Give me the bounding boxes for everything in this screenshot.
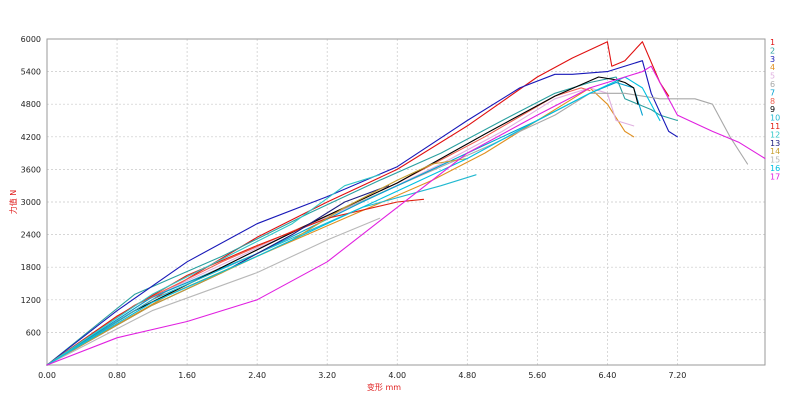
x-axis-label: 变形 mm — [367, 382, 401, 392]
series-line-12 — [46, 174, 381, 366]
x-tick-label: 5.60 — [528, 371, 546, 380]
x-tick-label: 4.00 — [388, 371, 406, 380]
legend-entry-8: 8 — [770, 97, 775, 106]
series-lines — [46, 41, 766, 366]
y-tick-label: 1200 — [21, 296, 41, 305]
x-tick-label: 6.40 — [598, 371, 616, 380]
y-tick-label: 3000 — [21, 198, 41, 207]
y-axis-label: 力值 N — [8, 190, 18, 215]
y-tick-labels: 600 1200 1800 2400 3000 3600 4200 4800 5400 6000 — [21, 35, 41, 337]
x-tick-label: 2.40 — [248, 371, 266, 380]
series-line-1 — [46, 41, 670, 366]
legend-entry-2: 2 — [770, 46, 775, 55]
legend-entry-10: 10 — [770, 114, 780, 123]
x-tick-label: 7.20 — [669, 371, 687, 380]
series-line-5 — [46, 87, 635, 366]
legend-entry-13: 13 — [770, 139, 780, 148]
series-line-14 — [46, 157, 468, 366]
series-line-4 — [46, 87, 635, 366]
x-tick-label: 1.60 — [178, 371, 196, 380]
series-line-15 — [46, 217, 381, 366]
legend-entry-11: 11 — [770, 122, 780, 131]
grid — [47, 38, 765, 365]
legend-entry-4: 4 — [770, 63, 775, 72]
legend-entry-3: 3 — [770, 55, 775, 64]
series-line-2 — [46, 76, 678, 366]
legend-entry-15: 15 — [770, 156, 780, 165]
series-line-17 — [46, 65, 766, 366]
x-tick-label: 0.00 — [38, 371, 56, 380]
x-tick-label: 0.80 — [108, 371, 126, 380]
y-tick-label: 600 — [26, 328, 41, 337]
y-tick-label: 5400 — [21, 68, 41, 77]
y-tick-label: 3600 — [21, 165, 41, 174]
legend-entry-1: 1 — [770, 38, 775, 47]
series-line-10 — [46, 174, 477, 366]
legend-entry-17: 17 — [770, 172, 780, 181]
series-line-11 — [46, 198, 425, 366]
y-tick-label: 4200 — [21, 133, 41, 142]
legend-entry-12: 12 — [770, 130, 780, 139]
x-tick-label: 4.80 — [458, 371, 476, 380]
y-tick-label: 4800 — [21, 100, 41, 109]
y-tick-label: 2400 — [21, 231, 41, 240]
x-tick-label: 3.20 — [318, 371, 336, 380]
plot-frame — [46, 38, 766, 366]
legend-entry-9: 9 — [770, 105, 775, 114]
series-line-7 — [46, 81, 643, 366]
series-line-9 — [46, 76, 639, 366]
x-tick-labels: 0.00 0.80 1.60 2.40 3.20 4.00 4.80 5.60 6.40 7.20 — [38, 371, 686, 380]
legend-entry-6: 6 — [770, 80, 775, 89]
y-tick-label: 6000 — [21, 35, 41, 44]
legend-entry-14: 14 — [770, 147, 780, 156]
series-line-16 — [46, 76, 661, 366]
y-tick-label: 1800 — [21, 263, 41, 272]
legend-entry-7: 7 — [770, 88, 775, 97]
legend-entry-16: 16 — [770, 164, 780, 173]
series-line-3 — [46, 60, 678, 366]
legend-entry-5: 5 — [770, 72, 775, 81]
